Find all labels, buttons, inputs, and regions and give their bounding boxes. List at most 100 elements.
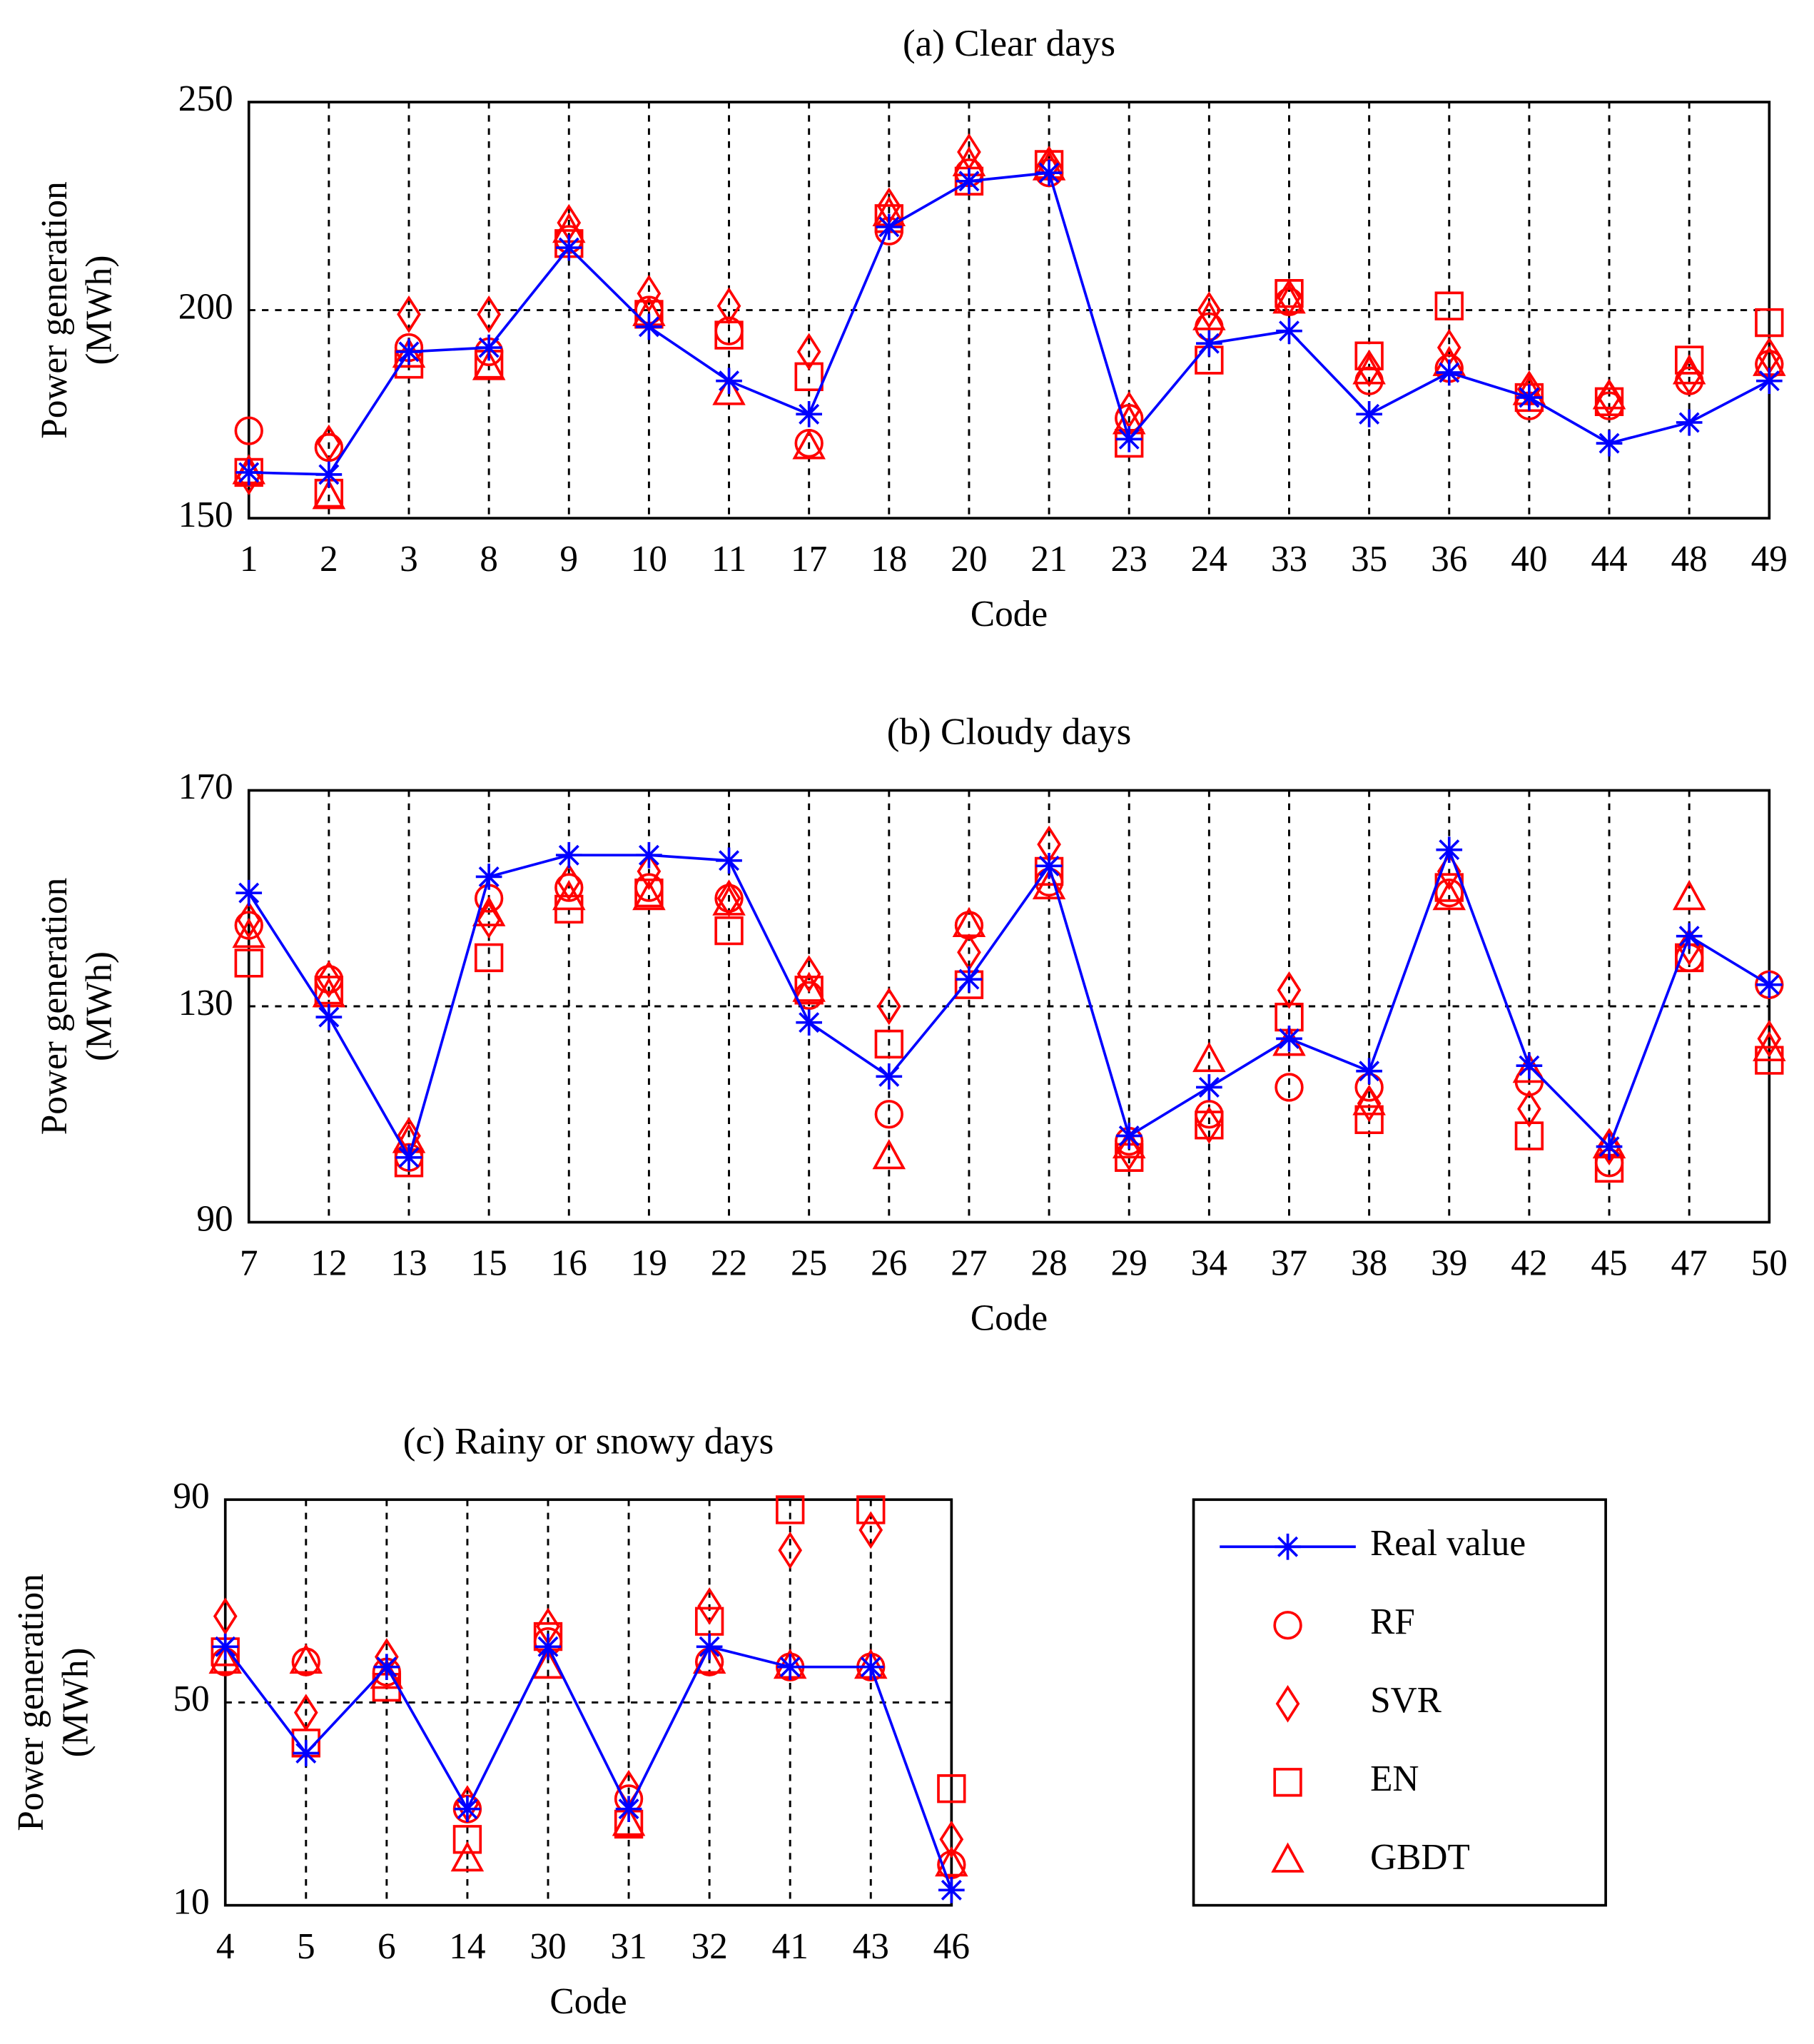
y-tick-label: 250: [178, 79, 233, 119]
data-point: [1275, 279, 1304, 308]
data-point: [1277, 971, 1302, 1009]
data-point: [615, 1796, 642, 1822]
y-tick-label: 150: [178, 495, 233, 535]
series: [208, 1643, 968, 1877]
data-point: [397, 295, 421, 333]
data-point: [1516, 1052, 1543, 1079]
legend-frame: [1192, 1498, 1607, 1907]
data-point: [234, 416, 263, 445]
data-point: [472, 896, 506, 926]
data-point: [1035, 159, 1063, 186]
y-axis-label-line: (MWh): [78, 951, 119, 1061]
y-tick-label: 50: [173, 1679, 209, 1719]
data-point: [954, 166, 984, 196]
x-tick-label: 23: [1111, 539, 1147, 580]
x-tick-label: 10: [631, 539, 667, 580]
data-point: [956, 168, 983, 195]
data-point: [632, 879, 666, 911]
x-tick-label: 2: [320, 539, 338, 580]
x-tick-label: 16: [551, 1243, 587, 1284]
x-tick-label: 15: [470, 1243, 507, 1284]
data-point: [236, 901, 261, 939]
data-point: [315, 461, 343, 488]
data-point: [1674, 943, 1704, 973]
x-tick-label: 49: [1751, 539, 1788, 580]
x-tick-label: 48: [1671, 539, 1708, 580]
legend-label: EN: [1370, 1759, 1419, 1799]
x-tick-label: 5: [297, 1926, 315, 1967]
x-tick-label: 11: [711, 539, 746, 580]
data-point: [714, 884, 744, 913]
series: [211, 1495, 966, 1854]
legend-label: SVR: [1370, 1680, 1442, 1721]
data-point: [317, 424, 341, 462]
y-axis-label-line: Power generation: [34, 878, 75, 1135]
x-tick-label: 47: [1671, 1243, 1708, 1284]
legend-marker: [1273, 1768, 1302, 1797]
data-point: [475, 334, 502, 361]
x-axis-label: Code: [971, 594, 1048, 634]
series: [232, 869, 1786, 1170]
data-point: [477, 901, 501, 939]
data-point: [1035, 853, 1063, 879]
data-point: [1594, 1153, 1624, 1183]
data-point: [1192, 1041, 1226, 1073]
x-tick-label: 17: [791, 539, 827, 580]
legend-marker: [1275, 1533, 1301, 1560]
x-tick-label: 34: [1191, 1243, 1227, 1284]
data-point: [1197, 291, 1222, 329]
x-tick-label: 27: [951, 1243, 987, 1284]
data-point: [533, 1621, 563, 1651]
data-point: [554, 894, 584, 924]
data-point: [1753, 1031, 1786, 1062]
data-point: [1517, 1090, 1541, 1128]
data-point: [534, 1633, 562, 1660]
data-point: [1434, 873, 1464, 902]
y-axis-label-line: Power generation: [34, 181, 75, 439]
data-point: [472, 350, 506, 380]
chart-panel: (c) Rainy or snowy days Code Power generat…: [11, 1420, 970, 2021]
x-tick-label: 40: [1511, 539, 1547, 580]
data-point: [1432, 879, 1466, 911]
x-tick-label: 31: [610, 1926, 647, 1967]
data-point: [1755, 308, 1784, 338]
data-point: [1275, 1002, 1304, 1032]
x-axis-label: Code: [971, 1298, 1048, 1339]
data-point: [874, 1029, 903, 1059]
data-point: [872, 1138, 906, 1170]
data-point: [291, 1729, 320, 1758]
data-point: [1512, 1052, 1546, 1083]
x-tick-label: 6: [378, 1926, 396, 1967]
data-point: [1676, 923, 1703, 950]
data-point: [614, 1809, 644, 1839]
x-tick-label: 1: [240, 539, 258, 580]
data-point: [208, 1643, 242, 1674]
data-point: [1272, 283, 1306, 314]
x-tick-label: 12: [310, 1243, 347, 1284]
legend-label: Real value: [1370, 1523, 1526, 1564]
data-point: [1436, 359, 1463, 386]
x-tick-label: 29: [1111, 1243, 1147, 1284]
data-point: [776, 1654, 804, 1681]
y-tick-label: 200: [178, 286, 233, 327]
x-tick-label: 4: [216, 1926, 235, 1967]
data-point: [234, 457, 263, 487]
data-point: [234, 948, 263, 978]
data-point: [956, 966, 983, 993]
data-point: [1115, 1123, 1142, 1149]
data-point: [213, 1597, 238, 1635]
x-tick-label: 7: [240, 1243, 258, 1284]
y-tick-label: 90: [173, 1476, 209, 1517]
y-axis-label: Power generation (MWh): [34, 878, 119, 1135]
data-point: [792, 429, 826, 460]
series: [212, 1633, 965, 1903]
x-tick-label: 24: [1191, 539, 1227, 580]
data-point: [1436, 836, 1463, 863]
data-point: [776, 1495, 805, 1524]
data-point: [697, 1587, 721, 1625]
data-point: [637, 274, 662, 313]
data-point: [716, 847, 742, 874]
data-point: [874, 1100, 903, 1129]
x-tick-label: 3: [400, 539, 418, 580]
